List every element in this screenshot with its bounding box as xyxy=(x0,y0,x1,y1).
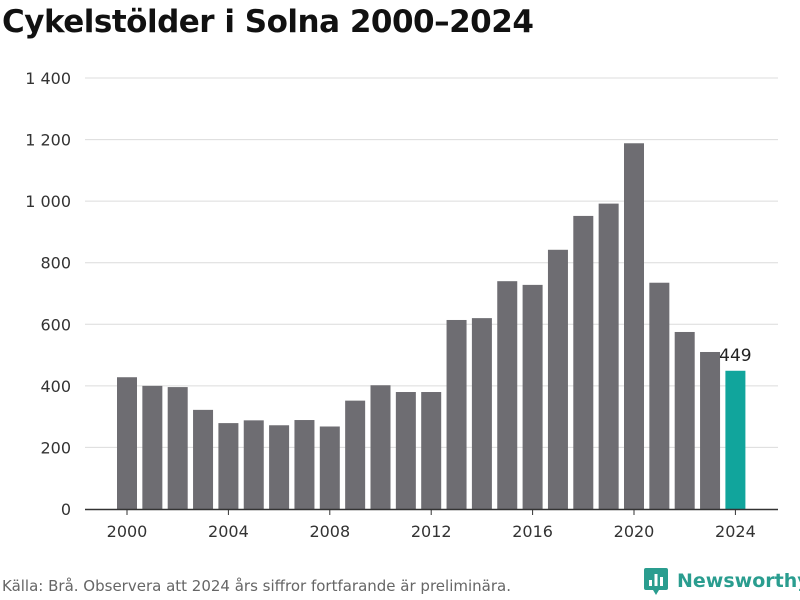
bars xyxy=(117,143,746,510)
bar-2015 xyxy=(497,281,518,509)
bar-2007 xyxy=(294,420,315,509)
bar-chart-pin-icon xyxy=(644,568,668,595)
y-tick-label: 1 400 xyxy=(25,69,71,88)
bar-2006 xyxy=(269,425,290,509)
bar-2011 xyxy=(395,392,416,509)
bar-2010 xyxy=(370,385,391,509)
y-axis-ticks: 0 200 400 600 800 1 000 1 200 1 400 xyxy=(25,69,71,519)
x-tick-label: 2008 xyxy=(309,522,350,541)
y-tick-label: 1 200 xyxy=(25,131,71,150)
bar-2003 xyxy=(193,409,214,509)
source-note: Källa: Brå. Observera att 2024 års siffr… xyxy=(2,577,511,595)
bar-2022 xyxy=(674,331,695,509)
bar-2004 xyxy=(218,423,239,509)
bar-2012 xyxy=(421,392,442,509)
bar-2013 xyxy=(446,319,467,509)
data-label-2024: 449 xyxy=(719,346,751,366)
newsworthy-logo: Newsworthy xyxy=(643,566,800,596)
bar-2019 xyxy=(598,203,619,509)
bar-2018 xyxy=(573,215,594,510)
bar-2001 xyxy=(142,385,163,509)
x-tick-label: 2012 xyxy=(411,522,452,541)
bar-2023 xyxy=(700,351,721,509)
y-tick-label: 0 xyxy=(61,500,71,519)
bar-2000 xyxy=(117,377,137,509)
y-tick-label: 1 000 xyxy=(25,192,71,211)
x-tick-label: 2000 xyxy=(107,522,148,541)
y-tick-label: 400 xyxy=(40,377,71,396)
x-tick-label: 2016 xyxy=(512,522,553,541)
bar-2021 xyxy=(649,282,670,509)
x-axis-ticks: 2000 2004 2008 2012 2016 2020 2024 xyxy=(107,509,756,541)
x-tick-label: 2004 xyxy=(208,522,249,541)
y-tick-label: 800 xyxy=(40,254,71,273)
bar-2016 xyxy=(522,284,543,509)
chart-title: Cykelstölder i Solna 2000–2024 xyxy=(2,4,534,40)
logo-text: Newsworthy xyxy=(677,570,800,592)
y-tick-label: 200 xyxy=(40,438,71,457)
bar-2008 xyxy=(319,426,340,509)
bar-2009 xyxy=(345,400,366,509)
bar-2024 xyxy=(725,370,746,509)
bar-2017 xyxy=(547,249,568,509)
bar-2005 xyxy=(243,420,264,509)
bar-2020 xyxy=(624,143,644,509)
bar-2002 xyxy=(167,387,188,509)
x-tick-label: 2024 xyxy=(715,522,756,541)
bar-2014 xyxy=(471,318,492,509)
x-tick-label: 2020 xyxy=(614,522,655,541)
y-tick-label: 600 xyxy=(40,315,71,334)
annotations: 449 xyxy=(719,346,751,366)
